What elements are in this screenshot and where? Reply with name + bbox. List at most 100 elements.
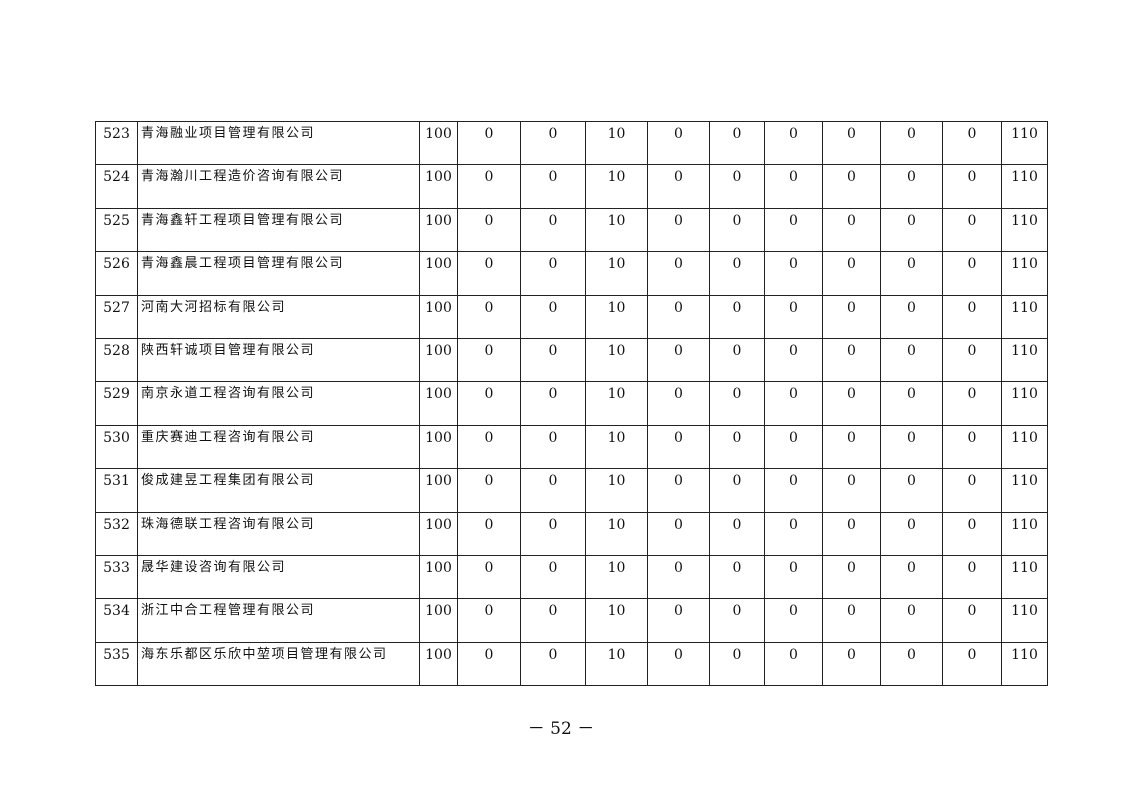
score-cell: 0	[880, 468, 943, 513]
score-cell: 0	[520, 554, 586, 600]
score-cell: 100	[419, 424, 458, 470]
score-cell: 0	[520, 164, 586, 209]
score-cell: 0	[709, 251, 765, 296]
score-cell: 100	[419, 598, 458, 643]
total-cell: 110	[1001, 381, 1048, 426]
table-row: 523 青海融业项目管理有限公司 100 0 0 10 0 0 0 0 0 0 110	[95, 120, 1048, 166]
row-number-cell: 534	[95, 598, 138, 643]
score-cell: 0	[764, 424, 823, 470]
table-row: 530 重庆赛迪工程咨询有限公司 100 0 0 10 0 0 0 0 0 0 110	[95, 424, 1048, 470]
score-cell: 0	[822, 641, 881, 687]
score-cell: 0	[647, 294, 710, 339]
score-cell: 0	[880, 164, 943, 209]
table-row: 535 海东乐都区乐欣中堃项目管理有限公司 100 0 0 10 0 0 0 0 0 0 110	[95, 641, 1048, 687]
score-cell: 0	[709, 598, 765, 643]
score-cell: 0	[647, 164, 710, 209]
score-cell: 0	[942, 511, 1002, 556]
score-cell: 0	[457, 120, 521, 166]
score-cell: 0	[880, 598, 943, 643]
total-cell: 110	[1001, 207, 1048, 253]
score-cell: 10	[585, 120, 648, 166]
score-cell: 0	[457, 337, 521, 383]
score-cell: 0	[709, 511, 765, 556]
score-cell: 0	[457, 251, 521, 296]
score-cell: 0	[822, 164, 881, 209]
score-cell: 0	[457, 381, 521, 426]
score-cell: 0	[880, 641, 943, 687]
total-cell: 110	[1001, 120, 1048, 166]
score-cell: 0	[520, 120, 586, 166]
score-cell: 0	[764, 251, 823, 296]
score-cell: 0	[457, 207, 521, 253]
score-cell: 10	[585, 511, 648, 556]
total-cell: 110	[1001, 294, 1048, 339]
table-row: 533 晟华建设咨询有限公司 100 0 0 10 0 0 0 0 0 0 110	[95, 554, 1048, 600]
score-cell: 0	[764, 337, 823, 383]
score-cell: 0	[764, 598, 823, 643]
company-name-cell: 青海鑫晨工程项目管理有限公司	[137, 251, 420, 296]
score-cell: 0	[709, 468, 765, 513]
score-cell: 100	[419, 164, 458, 209]
score-cell: 10	[585, 598, 648, 643]
score-cell: 10	[585, 424, 648, 470]
score-cell: 0	[764, 207, 823, 253]
score-cell: 0	[457, 294, 521, 339]
company-name-cell: 浙江中合工程管理有限公司	[137, 598, 420, 643]
score-cell: 0	[942, 120, 1002, 166]
score-cell: 0	[822, 251, 881, 296]
score-cell: 0	[709, 424, 765, 470]
company-name-cell: 陕西轩诚项目管理有限公司	[137, 337, 420, 383]
score-cell: 10	[585, 554, 648, 600]
row-number-cell: 533	[95, 554, 138, 600]
score-cell: 100	[419, 641, 458, 687]
score-cell: 0	[880, 554, 943, 600]
total-cell: 110	[1001, 164, 1048, 209]
score-cell: 0	[764, 554, 823, 600]
company-name-cell: 珠海德联工程咨询有限公司	[137, 511, 420, 556]
table-row: 526 青海鑫晨工程项目管理有限公司 100 0 0 10 0 0 0 0 0 0 110	[95, 251, 1048, 296]
page-number: － 52 －	[527, 719, 595, 739]
score-cell: 0	[457, 598, 521, 643]
score-cell: 0	[647, 641, 710, 687]
score-cell: 0	[942, 468, 1002, 513]
table-row: 531 俊成建昱工程集团有限公司 100 0 0 10 0 0 0 0 0 0 110	[95, 468, 1048, 513]
score-cell: 0	[457, 468, 521, 513]
table-row: 532 珠海德联工程咨询有限公司 100 0 0 10 0 0 0 0 0 0 110	[95, 511, 1048, 556]
row-number-cell: 527	[95, 294, 138, 339]
score-cell: 0	[822, 598, 881, 643]
row-number-cell: 523	[95, 120, 138, 166]
score-cell: 0	[520, 511, 586, 556]
total-cell: 110	[1001, 554, 1048, 600]
score-cell: 100	[419, 120, 458, 166]
score-cell: 0	[647, 424, 710, 470]
row-number-cell: 532	[95, 511, 138, 556]
score-cell: 0	[457, 511, 521, 556]
score-cell: 10	[585, 468, 648, 513]
table-row: 527 河南大河招标有限公司 100 0 0 10 0 0 0 0 0 0 110	[95, 294, 1048, 339]
score-cell: 0	[709, 207, 765, 253]
score-cell: 0	[457, 424, 521, 470]
score-cell: 100	[419, 381, 458, 426]
company-name-cell: 青海鑫轩工程项目管理有限公司	[137, 207, 420, 253]
score-cell: 0	[880, 511, 943, 556]
table-row: 534 浙江中合工程管理有限公司 100 0 0 10 0 0 0 0 0 0 110	[95, 598, 1048, 643]
score-cell: 0	[764, 641, 823, 687]
score-cell: 0	[764, 120, 823, 166]
score-cell: 0	[520, 251, 586, 296]
score-cell: 0	[520, 424, 586, 470]
row-number-cell: 531	[95, 468, 138, 513]
score-cell: 0	[822, 424, 881, 470]
score-cell: 0	[764, 511, 823, 556]
company-name-cell: 南京永道工程咨询有限公司	[137, 381, 420, 426]
score-cell: 0	[647, 207, 710, 253]
company-name-cell: 晟华建设咨询有限公司	[137, 554, 420, 600]
score-cell: 0	[942, 164, 1002, 209]
score-cell: 0	[457, 164, 521, 209]
score-cell: 0	[647, 511, 710, 556]
total-cell: 110	[1001, 511, 1048, 556]
score-cell: 0	[942, 641, 1002, 687]
row-number-cell: 524	[95, 164, 138, 209]
total-cell: 110	[1001, 598, 1048, 643]
score-cell: 0	[709, 381, 765, 426]
score-cell: 0	[520, 207, 586, 253]
